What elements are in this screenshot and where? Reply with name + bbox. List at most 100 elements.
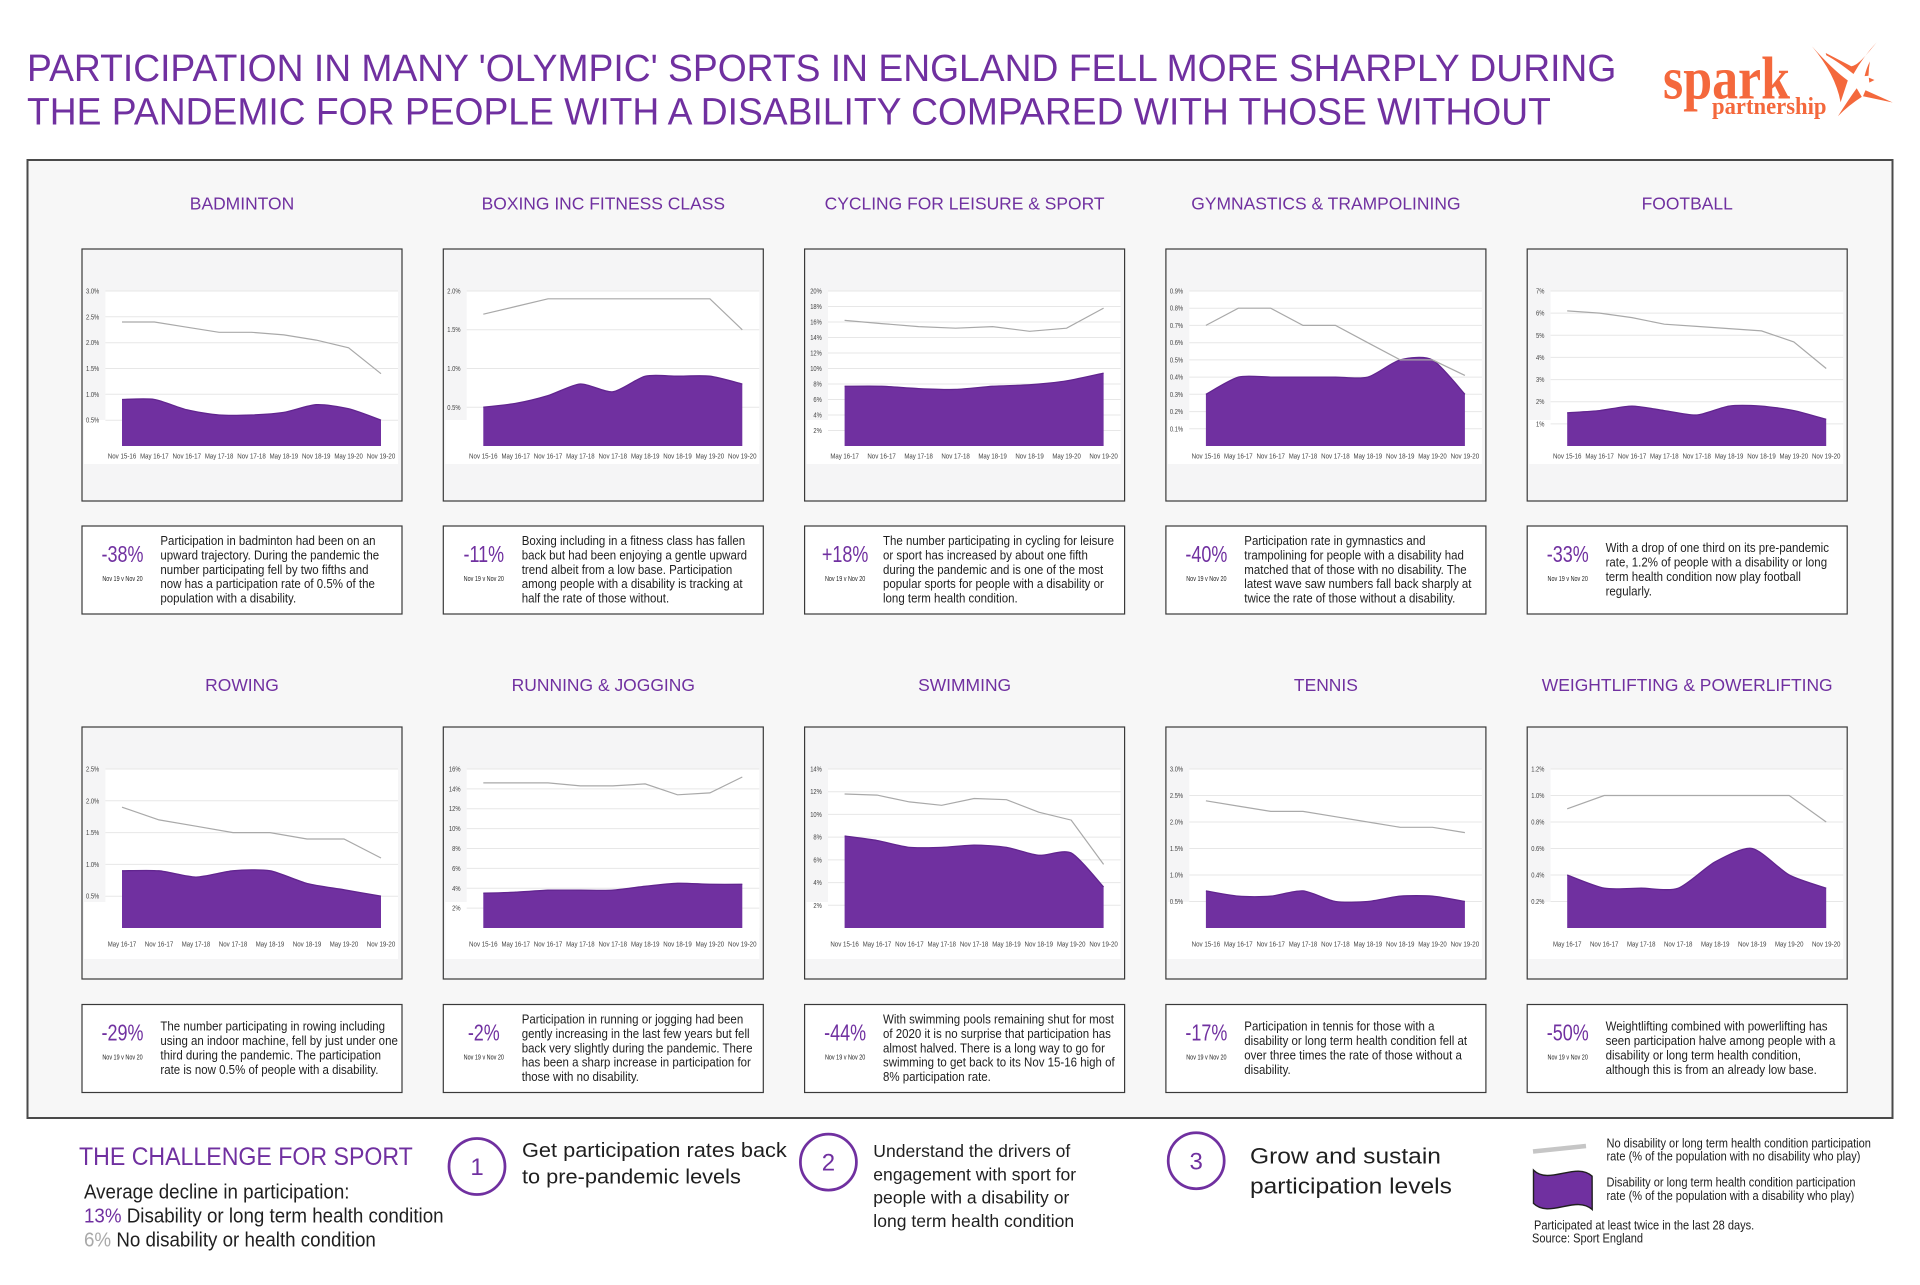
svg-text:Nov 15-16: Nov 15-16 <box>1192 454 1221 461</box>
svg-text:Nov 19 v Nov 20: Nov 19 v Nov 20 <box>1548 1054 1589 1062</box>
svg-text:2.5%: 2.5% <box>1170 793 1183 800</box>
svg-text:Grow and sustain: Grow and sustain <box>1250 1144 1441 1169</box>
svg-text:PARTICIPATION IN MANY 'OLYMPIC: PARTICIPATION IN MANY 'OLYMPIC' SPORTS I… <box>27 47 1616 89</box>
svg-text:0.6%: 0.6% <box>1170 340 1183 347</box>
svg-text:8%: 8% <box>452 846 460 853</box>
svg-text:-44%: -44% <box>824 1020 866 1046</box>
svg-text:Nov 19-20: Nov 19-20 <box>1451 454 1480 461</box>
svg-text:Nov 18-19: Nov 18-19 <box>1015 454 1044 461</box>
svg-text:Nov 19 v Nov 20: Nov 19 v Nov 20 <box>1186 575 1227 583</box>
svg-text:3: 3 <box>1190 1148 1203 1175</box>
svg-text:0.2%: 0.2% <box>1531 899 1544 906</box>
svg-text:latest wave saw numbers fall b: latest wave saw numbers fall back sharpl… <box>1244 577 1472 592</box>
svg-text:12%: 12% <box>810 351 822 358</box>
svg-text:May 16-17: May 16-17 <box>1224 942 1253 949</box>
svg-text:trend albeit from a low base.: trend albeit from a low base. Participat… <box>522 562 733 577</box>
svg-text:Nov 17-18: Nov 17-18 <box>599 454 628 461</box>
svg-text:May 19-20: May 19-20 <box>1418 454 1447 461</box>
svg-text:BOXING INC FITNESS CLASS: BOXING INC FITNESS CLASS <box>482 193 725 213</box>
svg-text:Nov 16-17: Nov 16-17 <box>534 454 563 461</box>
svg-text:1.0%: 1.0% <box>86 862 99 869</box>
svg-text:number participating fell by t: number participating fell by two fifths … <box>160 562 368 577</box>
svg-text:or sport has increased by abou: or sport has increased by about one fift… <box>883 548 1088 563</box>
svg-text:Nov 15-16: Nov 15-16 <box>469 942 498 949</box>
svg-text:May 19-20: May 19-20 <box>696 942 725 949</box>
svg-text:ROWING: ROWING <box>205 675 279 695</box>
svg-text:Participation in tennis for th: Participation in tennis for those with a <box>1244 1019 1435 1034</box>
svg-text:-29%: -29% <box>102 1020 144 1046</box>
svg-text:2.5%: 2.5% <box>86 314 99 321</box>
svg-text:seen participation halve among: seen participation halve among people wi… <box>1606 1034 1836 1049</box>
svg-text:Source: Sport England: Source: Sport England <box>1532 1232 1643 1246</box>
svg-text:rate (% of the population with: rate (% of the population with a disabil… <box>1607 1190 1855 1204</box>
svg-text:18%: 18% <box>810 304 822 311</box>
svg-text:May 19-20: May 19-20 <box>1052 454 1081 461</box>
svg-text:May 16-17: May 16-17 <box>863 942 892 949</box>
svg-text:long term health condition.: long term health condition. <box>883 591 1018 606</box>
svg-text:THE PANDEMIC FOR PEOPLE WITH A: THE PANDEMIC FOR PEOPLE WITH A DISABILIT… <box>27 90 1551 132</box>
svg-text:Nov 19 v Nov 20: Nov 19 v Nov 20 <box>1186 1054 1227 1062</box>
svg-text:Nov 19 v Nov 20: Nov 19 v Nov 20 <box>464 1054 505 1062</box>
svg-text:8%: 8% <box>813 835 821 842</box>
svg-text:FOOTBALL: FOOTBALL <box>1642 193 1733 213</box>
svg-text:May 18-19: May 18-19 <box>1354 942 1383 949</box>
svg-text:Nov 16-17: Nov 16-17 <box>1590 942 1619 949</box>
svg-text:May 19-20: May 19-20 <box>1418 942 1447 949</box>
svg-text:With a drop of one third on it: With a drop of one third on its pre-pand… <box>1606 541 1829 556</box>
svg-text:Nov 19-20: Nov 19-20 <box>728 454 757 461</box>
svg-text:Participated at least twice in: Participated at least twice in the last … <box>1534 1219 1754 1233</box>
svg-text:1.5%: 1.5% <box>447 327 460 334</box>
svg-text:Nov 19-20: Nov 19-20 <box>1089 942 1118 949</box>
svg-text:Nov 18-19: Nov 18-19 <box>663 942 692 949</box>
svg-text:May 18-19: May 18-19 <box>992 942 1021 949</box>
svg-text:-11%: -11% <box>463 542 504 568</box>
svg-text:THE CHALLENGE FOR SPORT: THE CHALLENGE FOR SPORT <box>79 1143 413 1171</box>
svg-text:swimming to get back to its No: swimming to get back to its Nov 15-16 hi… <box>883 1055 1115 1070</box>
svg-text:0.4%: 0.4% <box>1531 873 1544 880</box>
svg-text:Nov 18-19: Nov 18-19 <box>1386 454 1415 461</box>
svg-text:May 18-19: May 18-19 <box>1715 454 1744 461</box>
svg-text:3.0%: 3.0% <box>86 289 99 296</box>
svg-text:1.2%: 1.2% <box>1531 767 1544 774</box>
svg-text:Nov 17-18: Nov 17-18 <box>219 942 248 949</box>
svg-text:0.9%: 0.9% <box>1170 289 1183 296</box>
svg-text:6%: 6% <box>1536 311 1544 318</box>
svg-text:Nov 17-18: Nov 17-18 <box>237 454 266 461</box>
svg-text:of 2020 it is no surprise that: of 2020 it is no surprise that participa… <box>883 1026 1111 1041</box>
svg-text:Disability or long term health: Disability or long term health condition… <box>1607 1176 1856 1190</box>
svg-text:population with a disability.: population with a disability. <box>160 591 296 606</box>
svg-text:Nov 17-18: Nov 17-18 <box>1321 942 1350 949</box>
svg-text:6%: 6% <box>813 397 821 404</box>
svg-text:3%: 3% <box>1536 377 1544 384</box>
svg-text:Nov 19-20: Nov 19-20 <box>728 942 757 949</box>
svg-text:Nov 16-17: Nov 16-17 <box>534 942 563 949</box>
svg-text:-2%: -2% <box>468 1020 500 1046</box>
svg-text:8% participation rate.: 8% participation rate. <box>883 1070 991 1085</box>
svg-text:gently increasing in the last: gently increasing in the last few years … <box>522 1026 750 1041</box>
svg-text:0.7%: 0.7% <box>1170 323 1183 330</box>
svg-text:Nov 16-17: Nov 16-17 <box>867 454 896 461</box>
svg-text:16%: 16% <box>810 320 822 327</box>
svg-text:Nov 19-20: Nov 19-20 <box>1812 454 1841 461</box>
svg-text:disability or long term health: disability or long term health condition… <box>1606 1048 1801 1063</box>
svg-text:10%: 10% <box>810 812 822 819</box>
svg-text:0.1%: 0.1% <box>1170 426 1183 433</box>
svg-text:4%: 4% <box>452 886 460 893</box>
svg-text:May 19-20: May 19-20 <box>334 454 363 461</box>
svg-text:back but had been enjoying a g: back but had been enjoying a gentle upwa… <box>522 548 747 563</box>
svg-text:4%: 4% <box>813 880 821 887</box>
svg-text:1.5%: 1.5% <box>1170 846 1183 853</box>
svg-text:rate, 1.2% of people with a di: rate, 1.2% of people with a disability o… <box>1606 555 1827 570</box>
svg-text:1.0%: 1.0% <box>1170 873 1183 880</box>
svg-text:2%: 2% <box>1536 399 1544 406</box>
svg-text:14%: 14% <box>810 335 822 342</box>
svg-text:although this is from an alrea: although this is from an already low bas… <box>1606 1062 1817 1077</box>
svg-text:2%: 2% <box>813 903 821 910</box>
svg-text:Nov 19-20: Nov 19-20 <box>367 454 396 461</box>
svg-text:16%: 16% <box>449 767 461 774</box>
svg-text:0.5%: 0.5% <box>447 405 460 412</box>
svg-text:BADMINTON: BADMINTON <box>190 193 294 213</box>
svg-text:7%: 7% <box>1536 289 1544 296</box>
svg-text:Nov 19 v Nov 20: Nov 19 v Nov 20 <box>1548 575 1589 583</box>
svg-text:Nov 16-17: Nov 16-17 <box>1256 942 1285 949</box>
